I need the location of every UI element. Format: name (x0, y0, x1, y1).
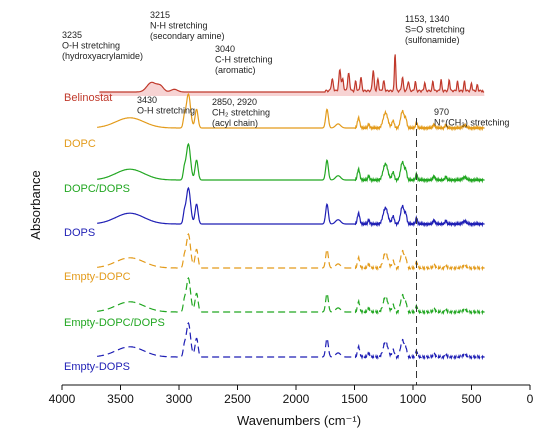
series-line (97, 92, 485, 132)
series-line (97, 276, 485, 316)
annotation-text: CH₂ stretching (212, 108, 270, 118)
annotation-text: 3215 (150, 10, 170, 20)
x-tick-label: 1000 (400, 392, 427, 406)
annotation-text: (hydroxyacrylamide) (62, 51, 143, 61)
series-label: DOPC/DOPS (64, 183, 130, 195)
series-label: Belinostat (64, 92, 112, 104)
x-tick-label: 4000 (49, 392, 76, 406)
x-tick-label: 2000 (283, 392, 310, 406)
series-label: Empty-DOPC/DOPS (64, 317, 165, 329)
annotation-text: O-H stretching (137, 106, 195, 116)
series-line (96, 186, 485, 228)
x-tick-label: 2500 (224, 392, 251, 406)
annotation-text: N⁺(CH₃) stretching (434, 118, 509, 128)
annotation-text: (acyl chain) (212, 118, 258, 128)
series-label: DOPS (64, 227, 95, 239)
x-tick-label: 3500 (107, 392, 134, 406)
x-axis-title: Wavenumbers (cm⁻¹) (237, 413, 361, 428)
annotation-text: (aromatic) (215, 65, 256, 75)
series-line (99, 54, 485, 94)
annotation-text: C-H stretching (215, 55, 273, 65)
series-label: DOPC (64, 138, 96, 150)
series-labels: Belinostat DOPC DOPC/DOPS DOPS Empty-DOPC Emp… (64, 92, 165, 373)
annotation-text: N-H stretching (150, 21, 208, 31)
series-label: Empty-DOPC (64, 271, 131, 283)
annotation-text: 1153, 1340 (405, 14, 449, 24)
series-label: Empty-DOPS (64, 361, 130, 373)
annotation-text: 970 (434, 107, 449, 117)
annotation-text: (sulfonamide) (405, 35, 460, 45)
x-axis: 4000 3500 3000 2500 2000 1500 1000 500 0 (49, 384, 534, 406)
annotation-text: 3235 (62, 30, 82, 40)
x-tick-label: 0 (527, 392, 534, 406)
annotation-text: 3430 (137, 95, 157, 105)
annotation-text: (secondary amine) (150, 31, 225, 41)
annotation-text: S=O stretching (405, 25, 465, 35)
series-line (97, 232, 485, 272)
x-tick-label: 1500 (341, 392, 368, 406)
x-tick-label: 3000 (166, 392, 193, 406)
spectra-group (96, 54, 485, 385)
annotation-text: 2850, 2920 (212, 97, 257, 107)
annotation-text: O-H stretching (62, 41, 120, 51)
y-axis-title: Absorbance (28, 170, 43, 239)
annotation-text: 3040 (215, 44, 235, 54)
series-line (97, 321, 485, 361)
series-line (96, 142, 485, 184)
x-tick-label: 500 (461, 392, 481, 406)
